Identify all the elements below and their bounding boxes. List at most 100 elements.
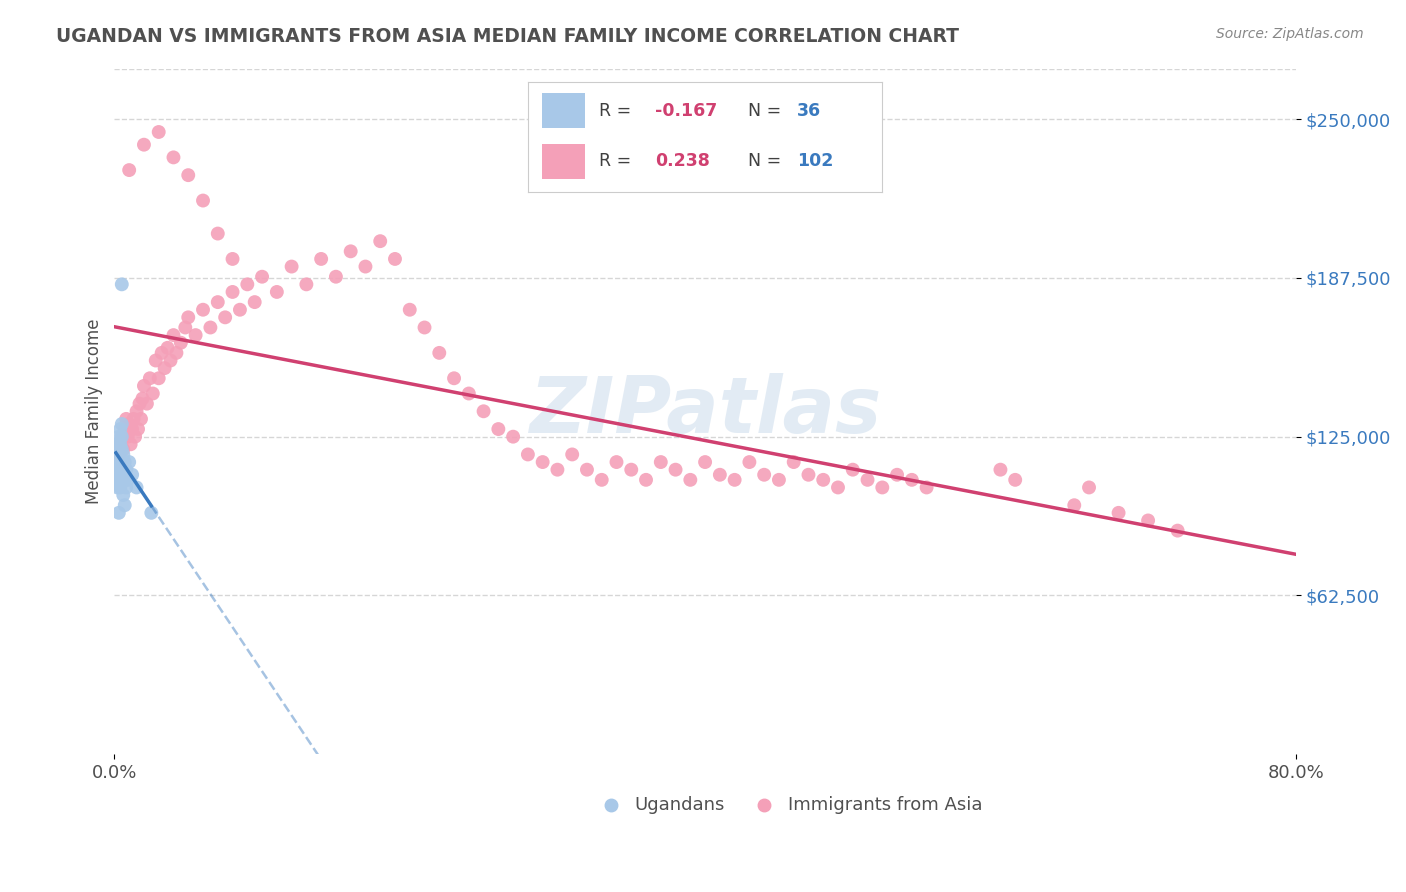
Point: [121, 422, 143, 436]
Point: [105, 480, 128, 494]
Point: [162, 150, 184, 164]
Point: [531, 455, 554, 469]
Point: [118, 455, 141, 469]
Point: [108, 506, 131, 520]
Point: [142, 386, 165, 401]
Point: [105, 437, 128, 451]
Point: [150, 346, 173, 360]
Point: [229, 302, 252, 317]
Point: [443, 371, 465, 385]
Point: [413, 320, 436, 334]
Point: [486, 422, 509, 436]
Point: [111, 442, 134, 457]
Point: [148, 371, 170, 385]
Point: [664, 463, 686, 477]
Point: [127, 422, 149, 436]
Point: [141, 506, 163, 520]
Point: [117, 430, 139, 444]
Point: [110, 447, 132, 461]
Point: [108, 430, 131, 444]
Point: [131, 392, 153, 406]
Point: [384, 252, 406, 266]
Point: [156, 341, 179, 355]
Text: UGANDAN VS IMMIGRANTS FROM ASIA MEDIAN FAMILY INCOME CORRELATION CHART: UGANDAN VS IMMIGRANTS FROM ASIA MEDIAN F…: [56, 27, 959, 45]
Point: [709, 467, 731, 482]
Point: [121, 467, 143, 482]
Point: [125, 480, 148, 494]
Point: [243, 295, 266, 310]
Text: Source: ZipAtlas.com: Source: ZipAtlas.com: [1216, 27, 1364, 41]
Point: [236, 277, 259, 292]
Point: [114, 455, 136, 469]
Point: [117, 473, 139, 487]
Point: [214, 310, 236, 325]
Point: [561, 447, 583, 461]
Point: [1137, 513, 1160, 527]
Point: [105, 463, 128, 477]
Point: [108, 442, 131, 457]
Point: [110, 437, 132, 451]
Point: [184, 328, 207, 343]
Point: [115, 480, 138, 494]
Point: [177, 310, 200, 325]
Point: [207, 295, 229, 310]
Point: [110, 480, 132, 494]
Point: [125, 404, 148, 418]
Point: [112, 488, 135, 502]
Point: [1063, 498, 1085, 512]
Point: [105, 447, 128, 461]
Point: [679, 473, 702, 487]
Point: [191, 194, 214, 208]
Point: [368, 234, 391, 248]
Point: [339, 244, 361, 259]
Point: [108, 455, 131, 469]
Point: [111, 473, 134, 487]
Point: [398, 302, 420, 317]
Point: [650, 455, 672, 469]
Point: [132, 137, 155, 152]
Point: [516, 447, 538, 461]
Point: [110, 422, 132, 436]
Point: [693, 455, 716, 469]
Point: [112, 442, 135, 457]
Point: [813, 473, 835, 487]
Point: [872, 480, 894, 494]
Point: [112, 447, 135, 461]
Point: [605, 455, 627, 469]
Point: [122, 412, 145, 426]
Point: [546, 463, 568, 477]
Point: [110, 437, 132, 451]
Point: [200, 320, 222, 334]
Point: [280, 260, 302, 274]
Point: [114, 498, 136, 512]
Point: [162, 328, 184, 343]
Text: Immigrants from Asia: Immigrants from Asia: [787, 797, 983, 814]
Point: [111, 455, 134, 469]
Point: [145, 353, 167, 368]
Point: [165, 346, 187, 360]
Point: [159, 353, 181, 368]
Point: [354, 260, 377, 274]
Point: [221, 252, 243, 266]
Point: [114, 422, 136, 436]
Point: [738, 455, 761, 469]
Point: [783, 455, 806, 469]
Point: [221, 285, 243, 299]
Point: [250, 269, 273, 284]
Point: [325, 269, 347, 284]
Point: [620, 463, 643, 477]
Text: Ugandans: Ugandans: [634, 797, 724, 814]
Point: [112, 463, 135, 477]
Point: [723, 473, 745, 487]
Point: [118, 417, 141, 431]
Point: [754, 467, 776, 482]
Point: [915, 480, 938, 494]
Point: [177, 168, 200, 182]
Point: [856, 473, 879, 487]
Point: [115, 412, 138, 426]
Point: [1108, 506, 1130, 520]
Point: [901, 473, 924, 487]
Point: [591, 473, 613, 487]
Point: [266, 285, 288, 299]
Point: [295, 277, 318, 292]
